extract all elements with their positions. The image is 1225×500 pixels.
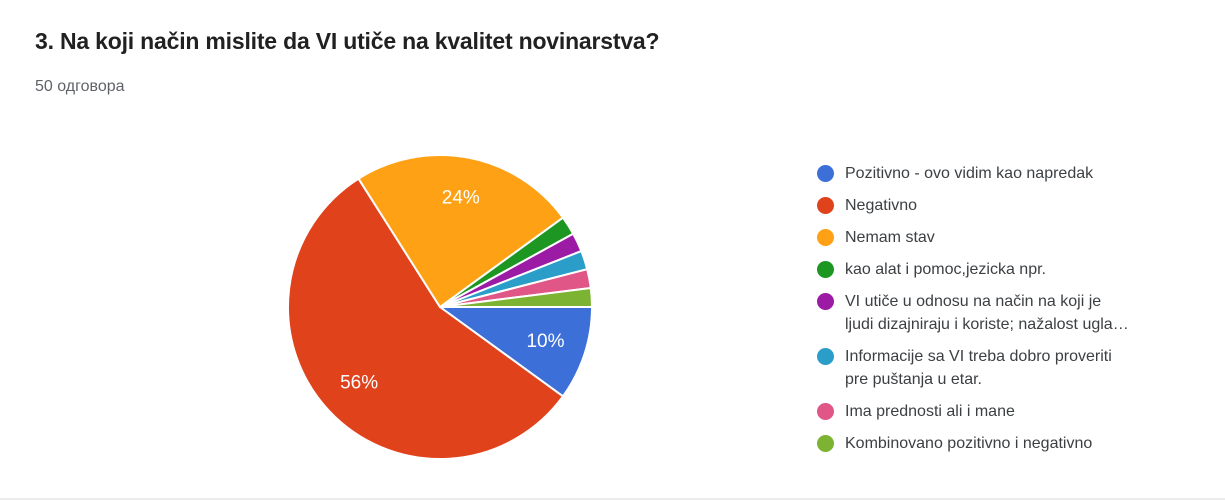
legend-label: Informacije sa VI treba dobro proveriti … xyxy=(845,348,1112,388)
legend-item: Informacije sa VI treba dobro proveriti … xyxy=(817,345,1189,391)
legend-swatch-icon xyxy=(817,229,834,246)
legend-swatch-icon xyxy=(817,197,834,214)
legend-item: kao alat i pomoc,jezicka npr. xyxy=(817,258,1189,281)
legend-item: Ima prednosti ali i mane xyxy=(817,400,1189,423)
legend-swatch-icon xyxy=(817,348,834,365)
legend-item: Kombinovano pozitivno i negativno xyxy=(817,432,1189,455)
legend-label: Pozitivno - ovo vidim kao napredak xyxy=(845,165,1094,182)
pie-slice-0[interactable] xyxy=(439,306,593,398)
legend-swatch-icon xyxy=(817,403,834,420)
legend-swatch-icon xyxy=(817,435,834,452)
legend-label: kao alat i pomoc,jezicka npr. xyxy=(845,261,1046,278)
legend-label: Nemam stav xyxy=(845,229,935,246)
pie-slice-percent-label: 24% xyxy=(442,188,480,209)
legend-swatch-icon xyxy=(817,261,834,278)
bottom-divider xyxy=(0,498,1225,500)
legend-item: VI utiče u odnosu na način na koji je lj… xyxy=(817,290,1189,336)
pie-slice-1[interactable] xyxy=(287,177,564,460)
chart-legend: Pozitivno - ovo vidim kao napredak Negati… xyxy=(817,162,1189,464)
legend-item: Negativno xyxy=(817,194,1189,217)
legend-label: Ima prednosti ali i mane xyxy=(845,403,1015,420)
legend-swatch-icon xyxy=(817,165,834,182)
pie-chart-svg: 10% 56% 24% xyxy=(287,154,593,460)
question-title: 3. Na koji način mislite da VI utiče na … xyxy=(35,28,660,54)
responses-count: 50 одговора xyxy=(35,78,125,95)
legend-swatch-icon xyxy=(817,293,834,310)
pie-slice-2[interactable] xyxy=(357,154,564,308)
legend-label: Negativno xyxy=(845,197,918,214)
pie-slice-7[interactable] xyxy=(439,286,593,308)
legend-label: Kombinovano pozitivno i negativno xyxy=(845,435,1093,452)
legend-item: Pozitivno - ovo vidim kao napredak xyxy=(817,162,1189,185)
pie-chart: 10% 56% 24% xyxy=(275,142,605,472)
pie-slice-percent-label: 56% xyxy=(340,373,378,394)
legend-item: Nemam stav xyxy=(817,226,1189,249)
pie-slice-percent-label: 10% xyxy=(526,331,564,352)
legend-label: VI utiče u odnosu na način na koji je lj… xyxy=(845,293,1129,333)
